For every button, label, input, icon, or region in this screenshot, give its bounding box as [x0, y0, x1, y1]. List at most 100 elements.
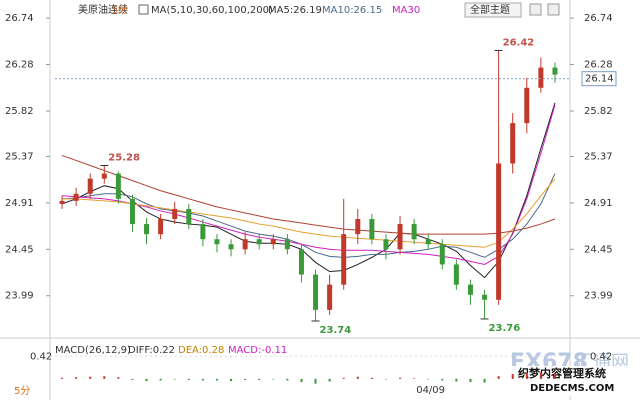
macd-bar [159, 378, 162, 381]
y-tick-label: 23.99 [5, 291, 34, 302]
y-tick-label-right: 25.37 [584, 151, 613, 162]
annotation: 26.42 [503, 37, 535, 48]
macd-title: MACD(26,12,9) [55, 345, 131, 356]
candle-body [552, 67, 558, 75]
y-tick-label-right: 26.74 [584, 13, 613, 24]
macd-bar [455, 378, 458, 382]
candle-body [313, 274, 319, 310]
macd-bar [215, 378, 218, 381]
x-tick-label: 04/09 [416, 385, 445, 396]
candle-body [284, 239, 290, 250]
macd-bar [230, 378, 233, 382]
candle-body [327, 284, 333, 310]
macd-bar [525, 372, 528, 379]
y-tick-label: 26.28 [5, 60, 34, 71]
legend-entry: MA10:26.15 [322, 5, 382, 16]
toolbar-icon[interactable] [547, 3, 560, 16]
candle-body [158, 219, 164, 235]
macd-value: MACD:-0.11 [228, 345, 287, 356]
candle-body [73, 193, 79, 201]
candle-body [467, 284, 473, 295]
y-tick-label-right: 24.91 [584, 198, 613, 209]
macd-bar [413, 378, 416, 379]
macd-bar [511, 374, 514, 379]
macd-bar [483, 378, 486, 383]
macd-bar [201, 378, 204, 381]
candle-body [172, 208, 178, 220]
y-tick-label: 25.82 [5, 106, 34, 117]
macd-bar [75, 377, 78, 379]
macd-bar [187, 378, 190, 380]
candle-body [355, 219, 361, 235]
candle-body [298, 249, 304, 275]
period-selector[interactable]: 5分 [14, 385, 30, 397]
candle-body [496, 163, 502, 300]
y-tick-label-right: 25.82 [584, 106, 613, 117]
checkbox[interactable] [138, 4, 149, 15]
annotation: 23.76 [489, 323, 521, 334]
candle-body [341, 234, 347, 285]
macd-bar [427, 378, 430, 380]
legend-entry: MA5:26.19 [268, 5, 322, 16]
macd-bar [145, 378, 148, 382]
macd-bar [286, 378, 289, 381]
macd-tick-label: 0.42 [30, 351, 52, 362]
candle-body [524, 87, 530, 124]
watermark-url: DEDECMS.COM [530, 383, 614, 394]
y-tick-label: 24.45 [5, 244, 34, 255]
candle-body [214, 239, 220, 245]
macd-bar [272, 378, 275, 380]
macd-bar [244, 378, 247, 380]
macd-bar [61, 377, 64, 379]
candle-body [411, 224, 417, 240]
ma-title: MA(5,10,30,60,100,200) [151, 5, 273, 16]
macd-bar [173, 378, 176, 380]
macd-bar [328, 378, 331, 382]
macd-bar [469, 378, 472, 383]
y-tick-label-right: 23.99 [584, 291, 613, 302]
candle-body [425, 239, 431, 245]
theme-label: 全部主题 [470, 3, 510, 16]
symbol: 美原油连续 [78, 3, 128, 16]
candle-body [538, 67, 544, 88]
macd-bar [370, 377, 373, 379]
macd-bar [342, 377, 345, 379]
annotation: 25.28 [108, 153, 140, 164]
macd-bar [539, 372, 542, 379]
candle-body [383, 239, 389, 250]
legend-entry: MA30 [392, 5, 420, 16]
candle-body [369, 219, 375, 240]
ma-line [61, 102, 556, 279]
candle-body [129, 198, 135, 225]
theme-dropdown[interactable] [464, 2, 522, 18]
macd-diff: DIFF:0.22 [128, 345, 175, 356]
y-tick-label: 25.37 [5, 151, 34, 162]
y-tick-label: 24.91 [5, 198, 34, 209]
current-price-label: 26.14 [585, 74, 614, 85]
candle-body [453, 264, 459, 285]
macd-bar [103, 376, 106, 379]
macd-bar [553, 373, 556, 379]
period-tag[interactable]: 5分 [112, 4, 128, 16]
ma-line [62, 104, 556, 265]
macd-bar [384, 378, 387, 380]
macd-tick-label-right: 0.42 [590, 351, 612, 362]
macd-bar [300, 378, 303, 383]
toolbar-icon[interactable] [529, 3, 542, 16]
candle-body [87, 178, 93, 194]
y-tick-label: 26.74 [5, 13, 34, 24]
candle-body [439, 244, 445, 265]
candle-body [482, 294, 488, 300]
y-tick-label-right: 26.28 [584, 60, 613, 71]
y-tick-label-right: 24.45 [584, 244, 613, 255]
candle-body [270, 239, 276, 245]
candle-body [115, 173, 121, 199]
candle-body [397, 224, 403, 250]
current-price-box [581, 71, 617, 87]
macd-bar [258, 378, 261, 380]
candle-body [200, 224, 206, 240]
macd-bar [131, 378, 134, 380]
candle-body [510, 123, 516, 164]
candle-body [144, 224, 150, 235]
